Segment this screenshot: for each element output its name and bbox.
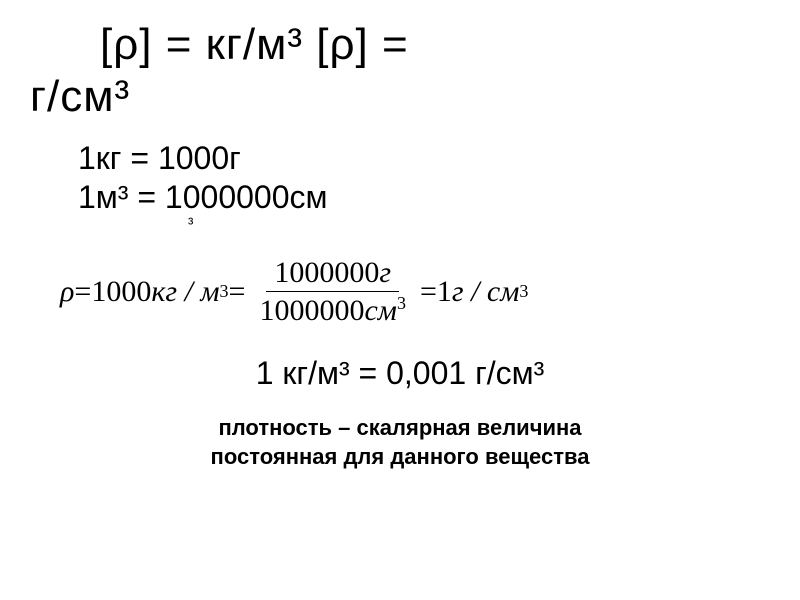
den-val: 1000000 <box>259 294 364 327</box>
footer-line-1: плотность – скалярная величина <box>218 415 581 440</box>
footer-text: плотность – скалярная величина постоянна… <box>30 414 770 471</box>
lhs-exp: 3 <box>220 281 229 302</box>
rhs-exp: 3 <box>519 281 528 302</box>
eq1: = <box>74 275 91 309</box>
density-formula: ρ = 1000 кг / м3 = 1000000г 1000000см3 =… <box>60 256 770 327</box>
volume-conversion-exp: ³ <box>188 216 770 234</box>
fraction-numerator: 1000000г <box>266 256 399 292</box>
header-line-1: [ρ] = кг/м³ [ρ] = <box>100 20 770 70</box>
lhs-value: 1000 <box>91 275 151 309</box>
lhs-unit: кг / м <box>151 275 219 309</box>
result-line: 1 кг/м³ = 0,001 г/см³ <box>30 355 770 392</box>
footer-line-2: постоянная для данного вещества <box>211 444 590 469</box>
header-line-2: г/см³ <box>30 72 770 122</box>
mass-conversion: 1кг = 1000г <box>78 140 770 177</box>
volume-conversion: 1м³ = 1000000см <box>78 179 770 216</box>
rhs-value: 1 <box>437 275 452 309</box>
slide: [ρ] = кг/м³ [ρ] = г/см³ 1кг = 1000г 1м³ … <box>0 0 800 600</box>
rhs-unit: г / см <box>452 275 520 309</box>
num-val: 1000000 <box>274 256 379 289</box>
eq3: = <box>420 275 437 309</box>
num-unit: г <box>379 256 391 289</box>
eq2: = <box>229 275 246 309</box>
rho-symbol: ρ <box>60 275 74 309</box>
fraction: 1000000г 1000000см3 <box>251 256 413 327</box>
den-unit: см <box>364 294 396 327</box>
fraction-denominator: 1000000см3 <box>251 292 413 327</box>
den-exp: 3 <box>397 293 406 313</box>
